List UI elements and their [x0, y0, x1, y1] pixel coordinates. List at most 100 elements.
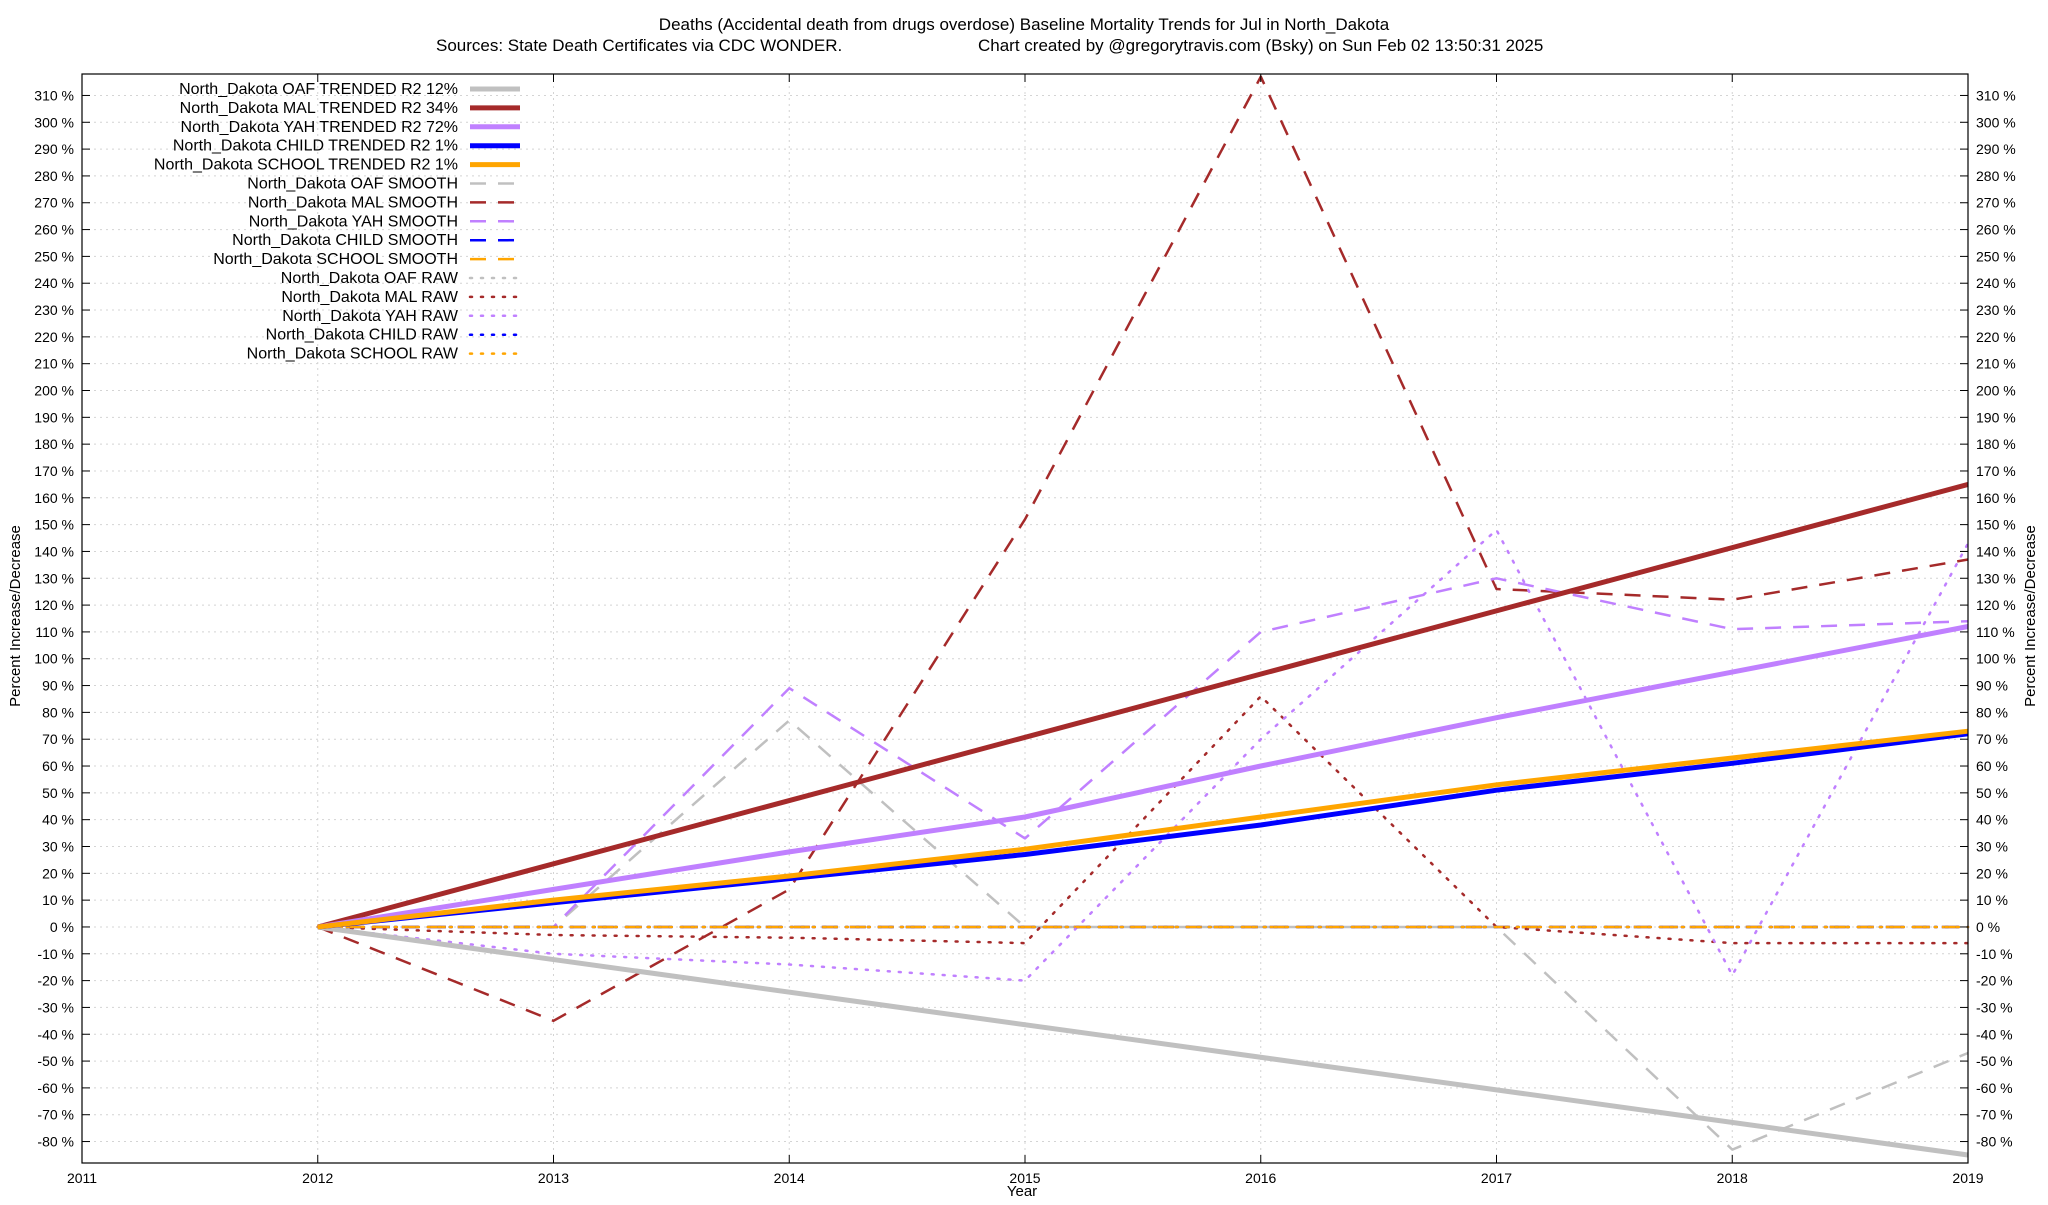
x-tick-label: 2012	[302, 1170, 333, 1186]
series-line-school-solid	[317, 728, 1969, 930]
y-tick-label-right: 240 %	[1976, 275, 2016, 291]
y-tick-label-right: 120 %	[1976, 597, 2016, 613]
y-tick-label-right: -40 %	[1976, 1026, 2013, 1042]
x-tick-label: 2013	[538, 1170, 569, 1186]
legend-label: North_Dakota MAL SMOOTH	[248, 194, 458, 211]
legend-label: North_Dakota MAL TRENDED R2 34%	[180, 100, 458, 117]
y-tick-label-right: -30 %	[1976, 999, 2013, 1015]
y-tick-label-right: -50 %	[1976, 1053, 2013, 1069]
y-tick-label-right: 210 %	[1976, 356, 2016, 372]
x-tick-label: 2019	[1952, 1170, 1983, 1186]
y-tick-label-right: -70 %	[1976, 1107, 2013, 1123]
y-tick-label-right: 260 %	[1976, 222, 2016, 238]
y-tick-label-right: 310 %	[1976, 87, 2016, 103]
y-tick-label-left: 200 %	[34, 383, 74, 399]
y-tick-label-left: -60 %	[37, 1080, 74, 1096]
legend-label: North_Dakota CHILD SMOOTH	[232, 232, 458, 249]
y-tick-label-left: 170 %	[34, 463, 74, 479]
y-tick-label-left: 220 %	[34, 329, 74, 345]
y-tick-label-left: 120 %	[34, 597, 74, 613]
series-line-mal-dashed	[317, 75, 1969, 1023]
y-tick-label-right: 70 %	[1976, 731, 2008, 747]
legend-label: North_Dakota SCHOOL TRENDED R2 1%	[154, 157, 458, 174]
legend-label: North_Dakota YAH SMOOTH	[249, 213, 458, 230]
y-tick-label-right: 280 %	[1976, 168, 2016, 184]
y-tick-label-right: -60 %	[1976, 1080, 2013, 1096]
legend-label: North_Dakota YAH RAW	[282, 308, 459, 325]
x-tick-label: 2014	[774, 1170, 805, 1186]
y-tick-label-right: 50 %	[1976, 785, 2008, 801]
y-tick-label-right: 90 %	[1976, 678, 2008, 694]
y-tick-label-right: 150 %	[1976, 517, 2016, 533]
legend-label: North_Dakota MAL RAW	[281, 289, 459, 306]
legend-label: North_Dakota SCHOOL RAW	[247, 346, 459, 363]
x-tick-label: 2015	[1009, 1170, 1040, 1186]
y-tick-label-left: 310 %	[34, 87, 74, 103]
y-tick-label-right: -80 %	[1976, 1134, 2013, 1150]
y-tick-label-right: 10 %	[1976, 892, 2008, 908]
legend-label: North_Dakota CHILD TRENDED R2 1%	[173, 138, 458, 155]
y-tick-label-left: -40 %	[37, 1026, 74, 1042]
series-line-yah-dotted	[316, 528, 1970, 982]
y-tick-label-left: -10 %	[37, 946, 74, 962]
legend-label: North_Dakota CHILD RAW	[266, 327, 459, 344]
y-tick-label-left: 240 %	[34, 275, 74, 291]
y-tick-label-left: 70 %	[42, 731, 74, 747]
legend-label: North_Dakota OAF RAW	[281, 270, 459, 287]
chart-subtitle-credit: Chart created by @gregorytravis.com (Bsk…	[978, 36, 1543, 55]
y-tick-label-left: 270 %	[34, 195, 74, 211]
y-tick-label-left: 130 %	[34, 570, 74, 586]
y-tick-label-left: -20 %	[37, 973, 74, 989]
y-tick-label-right: 60 %	[1976, 758, 2008, 774]
y-tick-label-left: 10 %	[42, 892, 74, 908]
legend-label: North_Dakota SCHOOL SMOOTH	[213, 251, 458, 268]
y-tick-label-right: 190 %	[1976, 409, 2016, 425]
series-line-yah-dashed	[317, 577, 1969, 929]
y-tick-label-right: 160 %	[1976, 490, 2016, 506]
series-layer	[316, 75, 1970, 1158]
axes: -80 % -80 % -70 % -70 % -60 % -60 % -50 % -50 %…	[34, 74, 2016, 1186]
chart-subtitle-sources: Sources: State Death Certificates via CD…	[436, 36, 842, 55]
y-tick-label-right: 290 %	[1976, 141, 2016, 157]
y-tick-label-left: 140 %	[34, 543, 74, 559]
y-tick-label-left: -70 %	[37, 1107, 74, 1123]
legend-label: North_Dakota OAF SMOOTH	[247, 176, 458, 193]
y-tick-label-left: 80 %	[42, 704, 74, 720]
x-tick-label: 2016	[1245, 1170, 1276, 1186]
y-tick-label-left: 260 %	[34, 222, 74, 238]
y-tick-label-left: -30 %	[37, 999, 74, 1015]
y-tick-label-left: 190 %	[34, 409, 74, 425]
y-tick-label-left: 150 %	[34, 517, 74, 533]
y-tick-label-left: 0 %	[50, 919, 74, 935]
series-line-child-solid	[317, 731, 1969, 930]
y-tick-label-left: 30 %	[42, 838, 74, 854]
y-tick-label-right: 40 %	[1976, 812, 2008, 828]
y-tick-label-left: 40 %	[42, 812, 74, 828]
y-tick-label-left: 290 %	[34, 141, 74, 157]
y-tick-label-right: 170 %	[1976, 463, 2016, 479]
series-line-oaf-solid	[317, 924, 1969, 1158]
y-tick-label-left: 300 %	[34, 114, 74, 130]
y-axis-label-right: Percent Increase/Decrease	[2022, 525, 2039, 707]
y-tick-label-left: 50 %	[42, 785, 74, 801]
y-tick-label-right: 0 %	[1976, 919, 2000, 935]
y-tick-label-left: -50 %	[37, 1053, 74, 1069]
y-axis-label-left: Percent Increase/Decrease	[7, 525, 24, 707]
y-tick-label-right: -20 %	[1976, 973, 2013, 989]
x-axis-label: Year	[1007, 1183, 1037, 1200]
x-tick-label: 2018	[1717, 1170, 1748, 1186]
legend: North_Dakota OAF TRENDED R2 12% North_Dak…	[154, 81, 522, 363]
y-tick-label-left: 100 %	[34, 651, 74, 667]
y-tick-label-left: 180 %	[34, 436, 74, 452]
y-tick-label-right: 80 %	[1976, 704, 2008, 720]
x-tick-label: 2017	[1481, 1170, 1512, 1186]
y-tick-label-right: 180 %	[1976, 436, 2016, 452]
y-tick-label-left: -80 %	[37, 1134, 74, 1150]
y-tick-label-left: 60 %	[42, 758, 74, 774]
series-line-mal-solid	[317, 481, 1969, 930]
y-tick-label-left: 90 %	[42, 678, 74, 694]
y-tick-label-right: 200 %	[1976, 383, 2016, 399]
y-tick-label-left: 210 %	[34, 356, 74, 372]
series-line-mal-dotted	[316, 695, 1970, 945]
